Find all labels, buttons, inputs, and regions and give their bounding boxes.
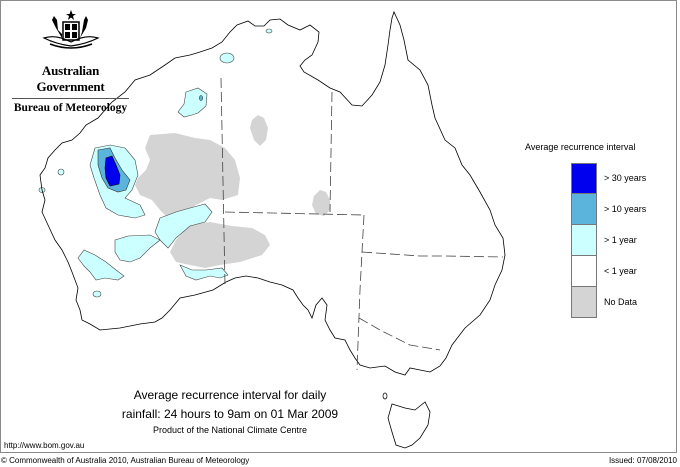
tasmania — [387, 401, 431, 449]
legend-label: > 1 year — [604, 235, 637, 245]
legend-title: Average recurrence interval — [525, 142, 636, 152]
no-data-regions — [135, 115, 330, 268]
state-borders — [220, 77, 504, 371]
bom-logo: Australian Government Bureau of Meteorol… — [8, 8, 133, 114]
legend-swatch — [571, 225, 597, 256]
caption-subtitle: rainfall: 24 hours to 9am on 01 Mar 2009 — [121, 407, 339, 421]
agency-name: Bureau of Meteorology — [13, 102, 128, 114]
australian-coat-of-arms-icon — [41, 10, 100, 49]
legend-swatch — [571, 256, 597, 287]
legend-swatch — [571, 163, 597, 194]
government-title: Australian Government — [36, 63, 105, 94]
bom-url-link[interactable]: http://www.bom.gov.au — [4, 441, 85, 450]
legend-label: > 10 years — [604, 204, 647, 214]
legend-label: No Data — [604, 297, 638, 307]
copyright-notice: © Commonwealth of Australia 2010, Austra… — [1, 456, 250, 465]
gt30-years-region — [104, 155, 121, 187]
caption-product: Product of the National Climate Centre — [152, 425, 308, 435]
legend-label: > 30 years — [604, 173, 647, 183]
coastline — [39, 10, 506, 376]
map-caption: Average recurrence interval for daily ra… — [100, 386, 360, 436]
caption-title: Average recurrence interval for daily — [133, 388, 327, 402]
legend-swatch — [571, 287, 597, 318]
issued-date: Issued: 07/08/2010 — [608, 456, 677, 465]
map-frame — [0, 0, 677, 453]
legend-label: < 1 year — [604, 266, 637, 276]
logo-divider — [12, 98, 129, 99]
legend-swatch — [571, 194, 597, 225]
